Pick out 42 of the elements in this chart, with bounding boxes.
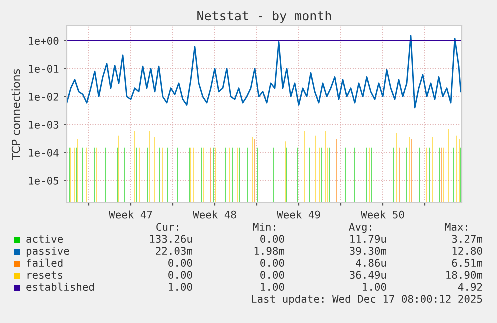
y-tick-label: 1e-04 — [29, 149, 59, 157]
text: 0.00 — [168, 271, 192, 280]
legend-label: established — [26, 282, 94, 292]
legend-label: resets — [28, 272, 63, 280]
legend-label: active — [26, 234, 64, 244]
text: 36.49u — [350, 271, 386, 280]
y-tick-label: 1e-02 — [29, 93, 58, 101]
text: 1.98m — [254, 247, 285, 256]
text: 133.26u — [150, 235, 192, 244]
chart-title: Netstat - by month — [198, 10, 332, 24]
y-tick-label: 1e-01 — [29, 65, 59, 73]
text: Min: — [253, 222, 276, 231]
text: 6.51m — [452, 259, 483, 268]
y-tick-label: 1e-03 — [29, 121, 59, 129]
x-tick-label: Week 49 — [277, 210, 320, 219]
text: 4.92 — [458, 283, 482, 292]
text: 11.79u — [350, 235, 386, 244]
text: 0.00 — [168, 259, 192, 268]
text: 22.03m — [156, 247, 193, 256]
text: Max: — [445, 223, 468, 232]
x-tick-label: Week 50 — [361, 210, 404, 219]
y-axis-title: TCP connections — [12, 69, 20, 160]
text: 12.80 — [452, 247, 482, 256]
text: 3.27m — [452, 235, 483, 244]
text: 0.00 — [260, 271, 284, 280]
text: 0.00 — [260, 259, 284, 268]
text: Last update: Wed Dec 17 08:00:12 2025 — [252, 294, 482, 306]
legend-label: failed — [26, 258, 63, 268]
y-tick-label: 1e-05 — [29, 176, 59, 185]
text: 39.30m — [350, 247, 387, 256]
y-tick-label: 1e+00 — [29, 37, 59, 45]
x-tick-label: Week 47 — [109, 210, 152, 219]
text: Avg: — [349, 223, 372, 234]
legend-label: passive — [26, 246, 70, 258]
text: 4.86u — [356, 259, 386, 268]
text: Cur: — [156, 223, 178, 232]
x-tick-label: Week 48 — [193, 210, 236, 219]
text: 18.90m — [446, 271, 483, 280]
text: 1.00 — [363, 283, 386, 292]
text: 1.00 — [169, 283, 192, 292]
text: 0.00 — [260, 235, 284, 244]
text: 1.00 — [261, 283, 284, 292]
